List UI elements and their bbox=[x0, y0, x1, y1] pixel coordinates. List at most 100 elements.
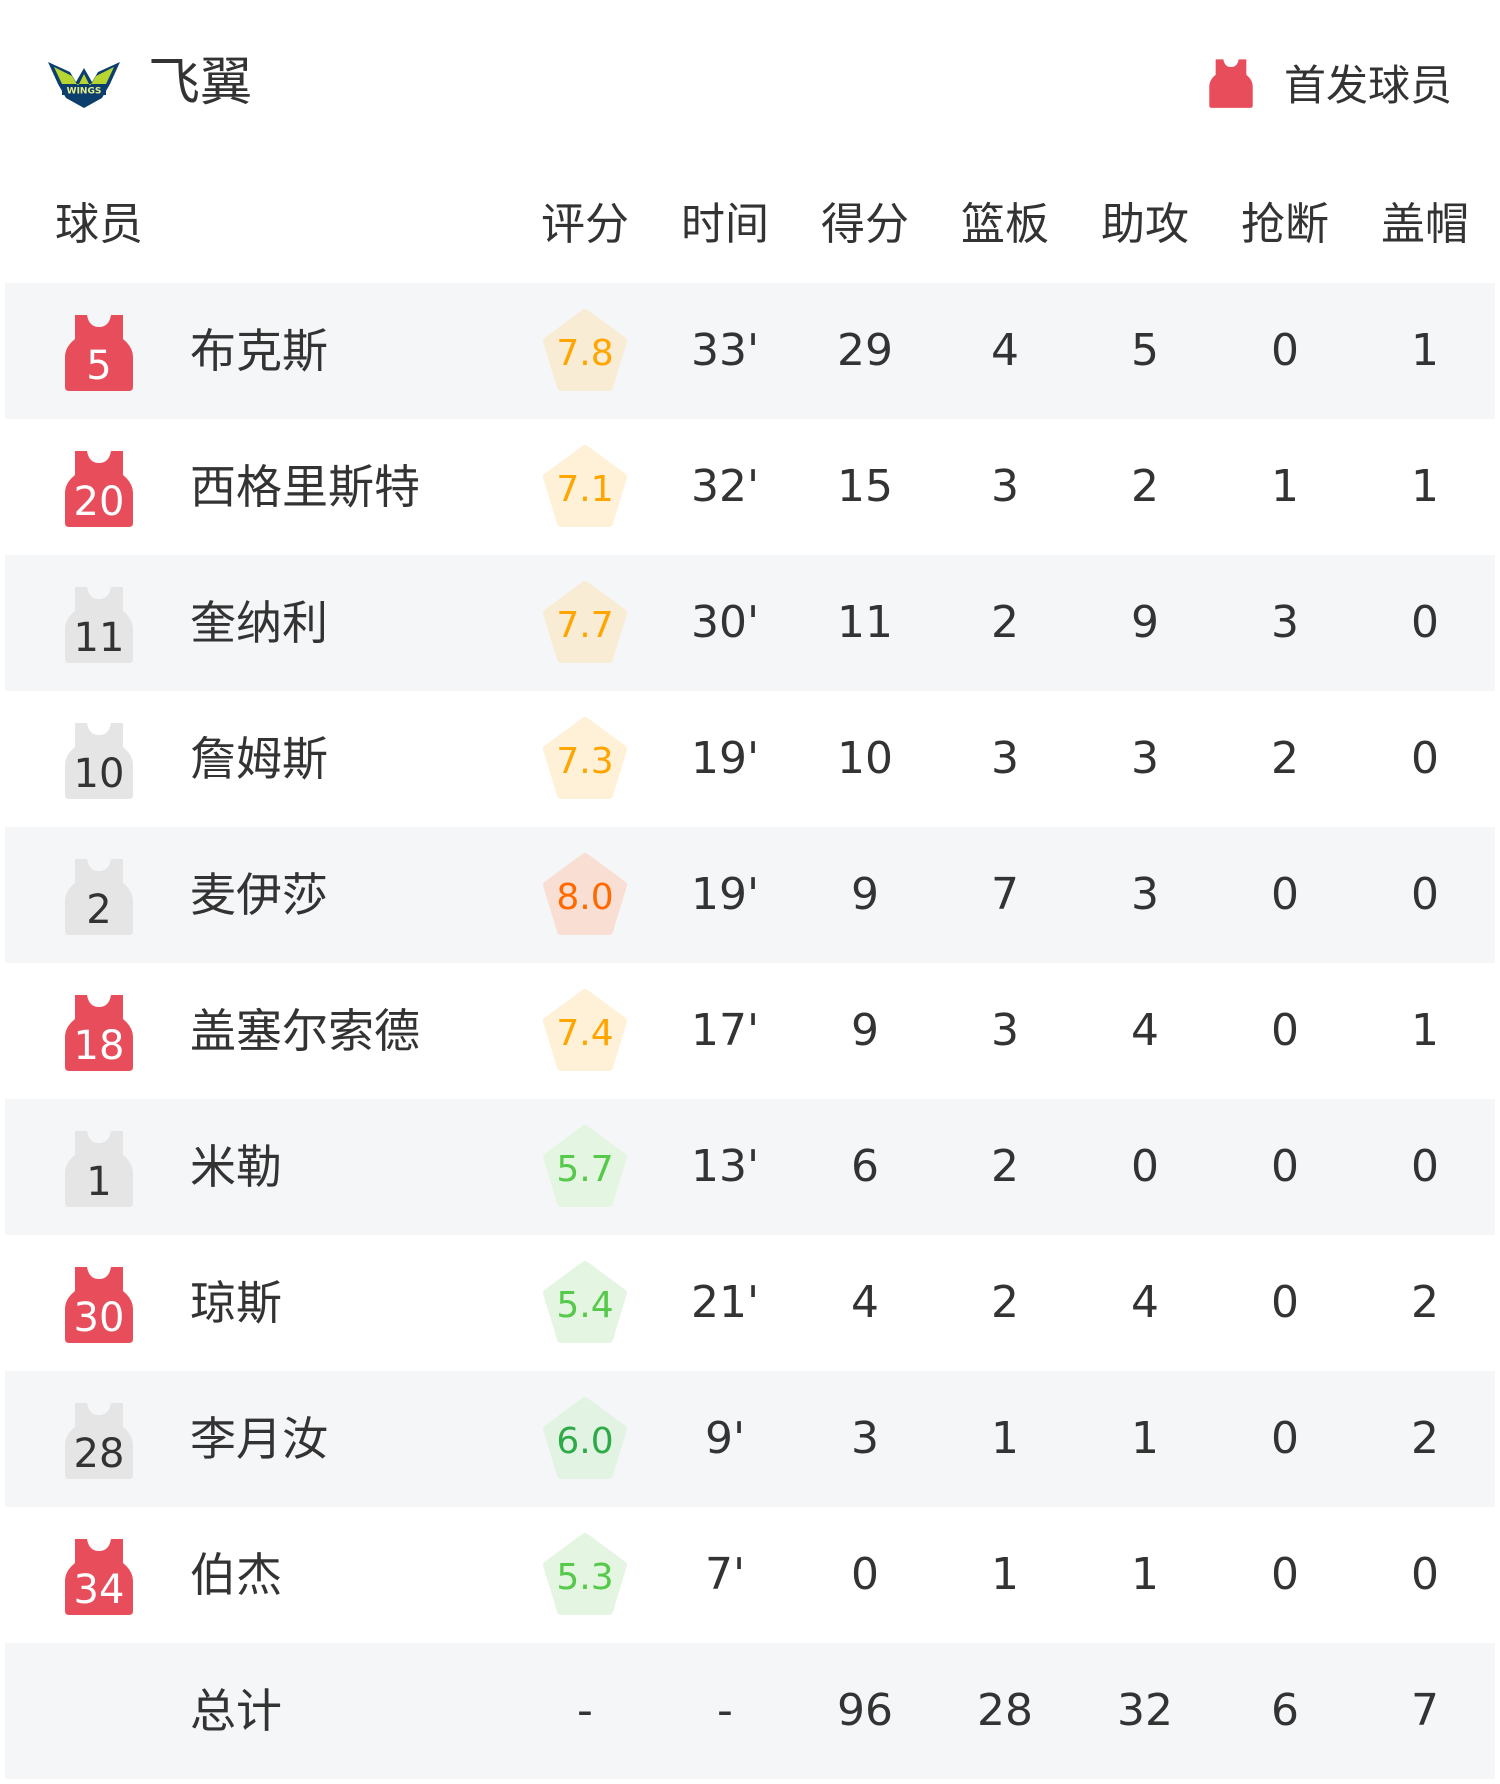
column-header-player[interactable]: 球员 bbox=[55, 199, 143, 250]
player-row[interactable]: 2 麦伊莎 8.0 19' 9 7 3 0 0 bbox=[5, 827, 1495, 963]
pentagon-icon bbox=[543, 581, 627, 663]
column-header-steals[interactable]: 抢断 bbox=[1241, 199, 1329, 250]
rating-badge: 7.4 bbox=[543, 989, 627, 1073]
stat-rebounds: 3 bbox=[991, 461, 1019, 512]
player-name[interactable]: 詹姆斯 bbox=[190, 732, 328, 786]
rating-badge: 5.7 bbox=[543, 1125, 627, 1209]
column-header-blocks[interactable]: 盖帽 bbox=[1381, 199, 1469, 250]
stat-blocks: 2 bbox=[1411, 1413, 1439, 1464]
column-header-points[interactable]: 得分 bbox=[821, 199, 909, 250]
player-row[interactable]: 5 布克斯 7.8 33' 29 4 5 0 1 bbox=[5, 283, 1495, 419]
player-name[interactable]: 琼斯 bbox=[190, 1276, 282, 1330]
jersey-number: 30 bbox=[73, 1295, 125, 1341]
stat-assists: 9 bbox=[1131, 597, 1159, 648]
player-name[interactable]: 李月汝 bbox=[190, 1412, 328, 1466]
stat-assists: 3 bbox=[1131, 733, 1159, 784]
rating-badge: 7.1 bbox=[543, 445, 627, 529]
player-row[interactable]: 34 伯杰 5.3 7' 0 1 1 0 0 bbox=[5, 1507, 1495, 1643]
starter-legend: 首发球员 bbox=[1208, 52, 1452, 113]
rating-value: 7.3 bbox=[556, 741, 614, 782]
player-row[interactable]: 1 米勒 5.7 13' 6 2 0 0 0 bbox=[5, 1099, 1495, 1235]
player-row[interactable]: 18 盖塞尔索德 7.4 17' 9 3 4 0 1 bbox=[5, 963, 1495, 1099]
stat-points: 3 bbox=[851, 1413, 879, 1464]
stat-assists: 1 bbox=[1131, 1549, 1159, 1600]
totals-row: 总计 - - 96 28 32 6 7 bbox=[5, 1643, 1495, 1779]
player-name[interactable]: 伯杰 bbox=[190, 1548, 282, 1602]
rating-value: 7.1 bbox=[556, 469, 614, 510]
team-logo: WINGS bbox=[48, 62, 120, 108]
jersey-icon bbox=[65, 1539, 133, 1615]
player-row[interactable]: 11 奎纳利 7.7 30' 11 2 9 3 0 bbox=[5, 555, 1495, 691]
jersey-number-badge: 34 bbox=[63, 1537, 135, 1615]
stat-minutes: 13' bbox=[690, 1141, 760, 1192]
stat-minutes: 19' bbox=[690, 869, 760, 920]
player-row[interactable]: 20 西格里斯特 7.1 32' 15 3 2 1 1 bbox=[5, 419, 1495, 555]
stat-rebounds: 2 bbox=[991, 1141, 1019, 1192]
jersey-number-badge: 10 bbox=[63, 721, 135, 799]
stat-blocks: 0 bbox=[1411, 1549, 1439, 1600]
column-header-rebounds[interactable]: 篮板 bbox=[961, 199, 1049, 250]
jersey-icon bbox=[65, 451, 133, 527]
stat-steals: 0 bbox=[1271, 869, 1299, 920]
pentagon-icon bbox=[543, 309, 627, 391]
stat-blocks: 0 bbox=[1411, 733, 1439, 784]
pentagon-icon bbox=[543, 1125, 627, 1207]
player-name[interactable]: 奎纳利 bbox=[190, 596, 328, 650]
stat-rebounds: 4 bbox=[991, 325, 1019, 376]
stat-steals: 2 bbox=[1271, 733, 1299, 784]
jersey-number-badge: 1 bbox=[63, 1129, 135, 1207]
stat-blocks: 0 bbox=[1411, 1141, 1439, 1192]
stat-rebounds: 1 bbox=[991, 1549, 1019, 1600]
column-header-rating[interactable]: 评分 bbox=[541, 199, 629, 250]
team-header: WINGS 飞翼 首发球员 bbox=[0, 0, 1500, 165]
stat-minutes: 30' bbox=[690, 597, 760, 648]
rating-value: 7.8 bbox=[556, 333, 614, 374]
rating-badge: 6.0 bbox=[543, 1397, 627, 1481]
stat-minutes: 7' bbox=[704, 1549, 746, 1600]
jersey-icon bbox=[65, 1403, 133, 1479]
column-header-minutes[interactable]: 时间 bbox=[681, 199, 769, 250]
stat-minutes: 32' bbox=[690, 461, 760, 512]
player-row[interactable]: 30 琼斯 5.4 21' 4 2 4 0 2 bbox=[5, 1235, 1495, 1371]
player-name[interactable]: 西格里斯特 bbox=[190, 460, 420, 514]
stat-points: 10 bbox=[837, 733, 893, 784]
column-header-assists[interactable]: 助攻 bbox=[1101, 199, 1189, 250]
stat-rebounds: 3 bbox=[991, 733, 1019, 784]
rating-badge: 7.3 bbox=[543, 717, 627, 801]
rating-value: 5.7 bbox=[556, 1149, 614, 1190]
rating-badge: 5.4 bbox=[543, 1261, 627, 1345]
stat-assists: 4 bbox=[1131, 1277, 1159, 1328]
player-row[interactable]: 10 詹姆斯 7.3 19' 10 3 3 2 0 bbox=[5, 691, 1495, 827]
stat-blocks: 0 bbox=[1411, 869, 1439, 920]
stat-steals: 0 bbox=[1271, 1549, 1299, 1600]
jersey-icon bbox=[65, 995, 133, 1071]
jersey-number: 28 bbox=[73, 1431, 125, 1477]
player-name[interactable]: 麦伊莎 bbox=[190, 868, 328, 922]
rating-badge: 7.7 bbox=[543, 581, 627, 665]
pentagon-icon bbox=[543, 445, 627, 527]
player-name[interactable]: 布克斯 bbox=[190, 324, 328, 378]
jersey-number-badge: 28 bbox=[63, 1401, 135, 1479]
stat-rebounds: 1 bbox=[991, 1413, 1019, 1464]
jersey-icon bbox=[65, 587, 133, 663]
rating-value: 5.3 bbox=[556, 1557, 614, 1598]
jersey-number: 34 bbox=[73, 1567, 125, 1613]
player-name[interactable]: 盖塞尔索德 bbox=[190, 1004, 420, 1058]
jersey-number: 18 bbox=[73, 1023, 125, 1069]
stat-assists: 1 bbox=[1131, 1413, 1159, 1464]
player-row[interactable]: 28 李月汝 6.0 9' 3 1 1 0 2 bbox=[5, 1371, 1495, 1507]
jersey-number: 20 bbox=[73, 479, 125, 525]
stat-blocks: 1 bbox=[1411, 1005, 1439, 1056]
stat-points: 0 bbox=[851, 1549, 879, 1600]
jersey-number-badge: 30 bbox=[63, 1265, 135, 1343]
stat-points: 11 bbox=[837, 597, 893, 648]
totals-blocks: 7 bbox=[1411, 1685, 1439, 1736]
stat-minutes: 19' bbox=[690, 733, 760, 784]
jersey-number: 1 bbox=[86, 1159, 112, 1205]
pentagon-icon bbox=[543, 1261, 627, 1343]
stat-blocks: 2 bbox=[1411, 1277, 1439, 1328]
player-name[interactable]: 米勒 bbox=[190, 1140, 282, 1194]
rating-badge: 8.0 bbox=[543, 853, 627, 937]
stat-steals: 0 bbox=[1271, 325, 1299, 376]
jersey-number-badge: 5 bbox=[63, 313, 135, 391]
